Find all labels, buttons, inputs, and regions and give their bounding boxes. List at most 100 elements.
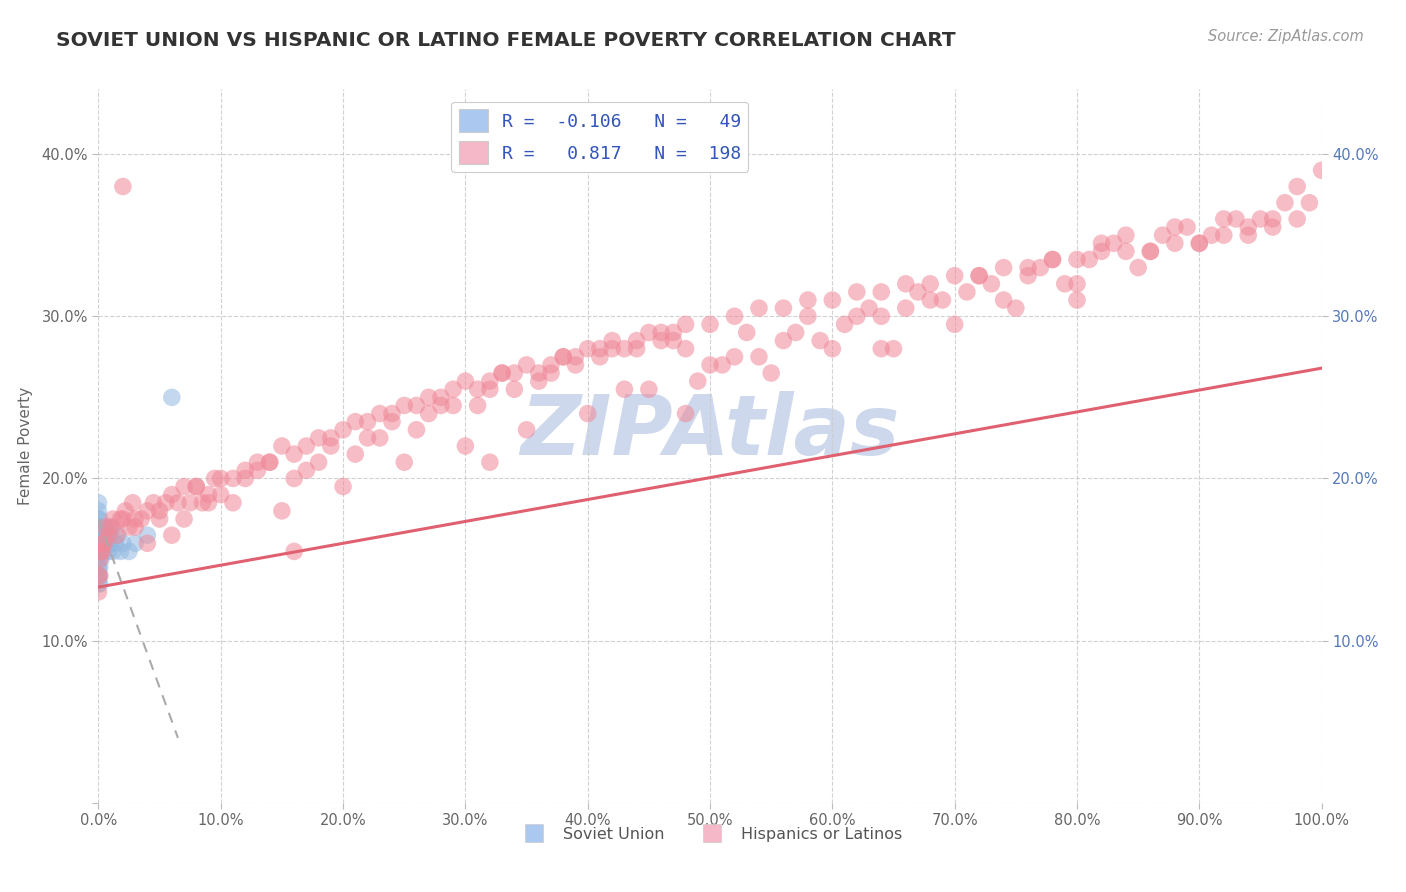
Point [89,544,111,558]
Point [186,479,208,493]
Point [283,471,305,485]
Point [89,560,111,574]
Point [515,358,537,372]
Point [124,512,146,526]
Point [136,528,159,542]
Point [89,552,111,566]
Point [515,423,537,437]
Point [295,463,318,477]
Point [91,536,114,550]
Point [87,544,110,558]
Point [87,560,110,574]
Point [87,568,110,582]
Point [1066,293,1088,307]
Point [124,520,146,534]
Point [110,544,132,558]
Point [173,512,195,526]
Point [114,504,136,518]
Point [233,463,256,477]
Point [418,407,440,421]
Point [1115,244,1137,259]
Point [967,268,990,283]
Point [1225,211,1247,226]
Point [808,334,831,348]
Point [90,536,112,550]
Point [93,528,115,542]
Point [308,431,330,445]
Point [920,277,942,291]
Point [90,544,112,558]
Point [772,301,794,315]
Point [91,544,114,558]
Point [662,334,685,348]
Point [149,512,172,526]
Point [87,520,110,534]
Point [1066,252,1088,267]
Point [295,439,318,453]
Point [870,342,893,356]
Point [503,366,526,380]
Point [931,293,953,307]
Point [637,382,661,396]
Point [111,512,134,526]
Point [1212,211,1234,226]
Point [637,326,661,340]
Point [259,455,281,469]
Point [699,318,721,332]
Point [259,455,281,469]
Point [142,496,165,510]
Point [233,471,256,485]
Point [89,577,111,591]
Point [748,301,770,315]
Point [943,318,966,332]
Point [870,310,893,324]
Point [1029,260,1052,275]
Point [121,496,143,510]
Point [107,528,129,542]
Point [405,423,427,437]
Point [1139,244,1161,259]
Point [1286,211,1309,226]
Point [368,431,391,445]
Point [418,390,440,404]
Point [993,260,1015,275]
Point [368,407,391,421]
Point [553,350,575,364]
Point [1175,220,1198,235]
Point [1298,195,1320,210]
Point [319,431,342,445]
Point [626,334,648,348]
Point [111,536,134,550]
Point [821,293,844,307]
Point [845,310,868,324]
Point [1164,236,1187,251]
Point [283,447,305,461]
Point [90,552,112,566]
Point [87,577,110,591]
Point [650,334,672,348]
Text: ZIPAtlas: ZIPAtlas [520,392,900,472]
Point [1053,277,1076,291]
Point [204,471,226,485]
Point [1188,236,1211,251]
Point [675,407,697,421]
Point [675,318,697,332]
Point [136,504,159,518]
Point [87,552,110,566]
Point [1152,228,1174,243]
Point [319,439,342,453]
Point [100,528,122,542]
Point [478,382,501,396]
Point [858,301,880,315]
Point [87,544,110,558]
Point [160,488,183,502]
Point [1017,268,1039,283]
Point [246,463,269,477]
Point [101,544,124,558]
Point [1139,244,1161,259]
Point [104,536,127,550]
Point [197,496,219,510]
Text: SOVIET UNION VS HISPANIC OR LATINO FEMALE POVERTY CORRELATION CHART: SOVIET UNION VS HISPANIC OR LATINO FEMAL… [56,31,956,50]
Point [894,277,917,291]
Point [101,512,124,526]
